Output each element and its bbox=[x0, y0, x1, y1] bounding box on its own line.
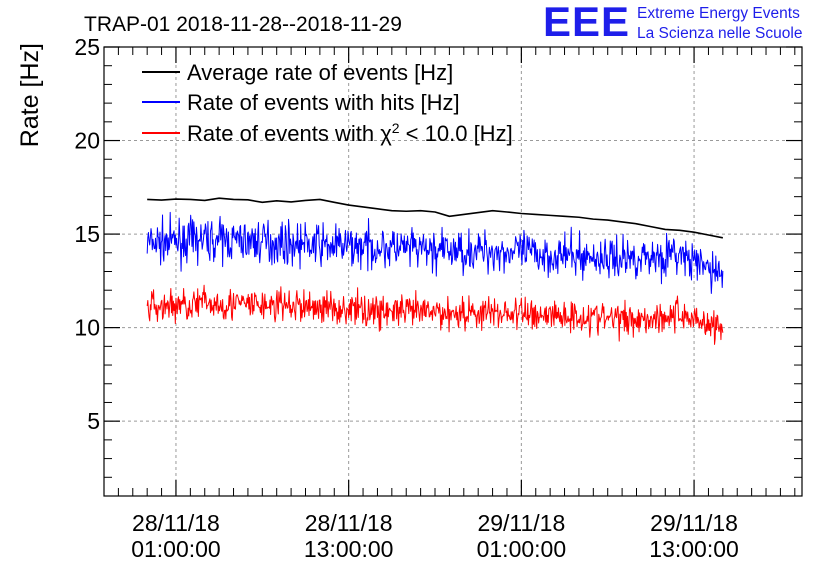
x-tick-label-time: 13:00:00 bbox=[649, 536, 739, 562]
legend-label-part: Average rate of events [Hz] bbox=[187, 60, 453, 85]
y-axis-label: Rate [Hz] bbox=[16, 43, 44, 147]
x-tick-label-time: 01:00:00 bbox=[477, 536, 567, 562]
plot-frame bbox=[103, 46, 803, 497]
x-tick-label-date: 29/11/18 bbox=[477, 510, 565, 536]
y-tick-labels: 5 10 15 20 25 bbox=[74, 34, 100, 434]
series-line bbox=[146, 211, 724, 294]
axis-ticks bbox=[103, 46, 802, 497]
x-tick-labels: 28/11/1801:00:0028/11/1813:00:0029/11/18… bbox=[131, 510, 739, 562]
y-tick-label: 25 bbox=[74, 34, 100, 60]
legend-label: Rate of events with hits [Hz] bbox=[187, 90, 460, 115]
legend-label-part: Rate of events with hits [Hz] bbox=[187, 90, 460, 115]
legend-label-part: Rate of events with χ bbox=[187, 121, 392, 146]
y-tick-label: 5 bbox=[87, 408, 100, 434]
logo-mark: EEE bbox=[543, 0, 631, 45]
logo-line-1: Extreme Energy Events bbox=[637, 5, 800, 22]
series-line bbox=[146, 284, 724, 345]
legend-label-part: 2 bbox=[392, 120, 400, 136]
legend-label: Average rate of events [Hz] bbox=[187, 60, 453, 85]
x-tick-label-time: 01:00:00 bbox=[131, 536, 221, 562]
eee-logo: EEE Extreme Energy Events La Scienza nel… bbox=[543, 0, 833, 46]
legend-label-part: < 10.0 [Hz] bbox=[400, 121, 513, 146]
x-tick-label-date: 28/11/18 bbox=[305, 510, 393, 536]
grid-lines bbox=[104, 47, 802, 496]
y-tick-label: 15 bbox=[74, 221, 100, 247]
series-layer bbox=[146, 197, 724, 345]
legend-label: Rate of events with χ2 < 10.0 [Hz] bbox=[187, 120, 513, 146]
chart-title: TRAP-01 2018-11-28--2018-11-29 bbox=[84, 13, 402, 36]
logo-line-2: La Scienza nelle Scuole bbox=[637, 25, 803, 42]
x-tick-label-date: 29/11/18 bbox=[650, 510, 738, 536]
x-tick-label-date: 28/11/18 bbox=[132, 510, 220, 536]
series-line bbox=[147, 197, 724, 239]
y-tick-label: 10 bbox=[74, 315, 100, 341]
legend: Average rate of events [Hz] Rate of event… bbox=[142, 60, 513, 146]
y-tick-label: 20 bbox=[74, 128, 100, 154]
x-tick-label-time: 13:00:00 bbox=[304, 536, 394, 562]
